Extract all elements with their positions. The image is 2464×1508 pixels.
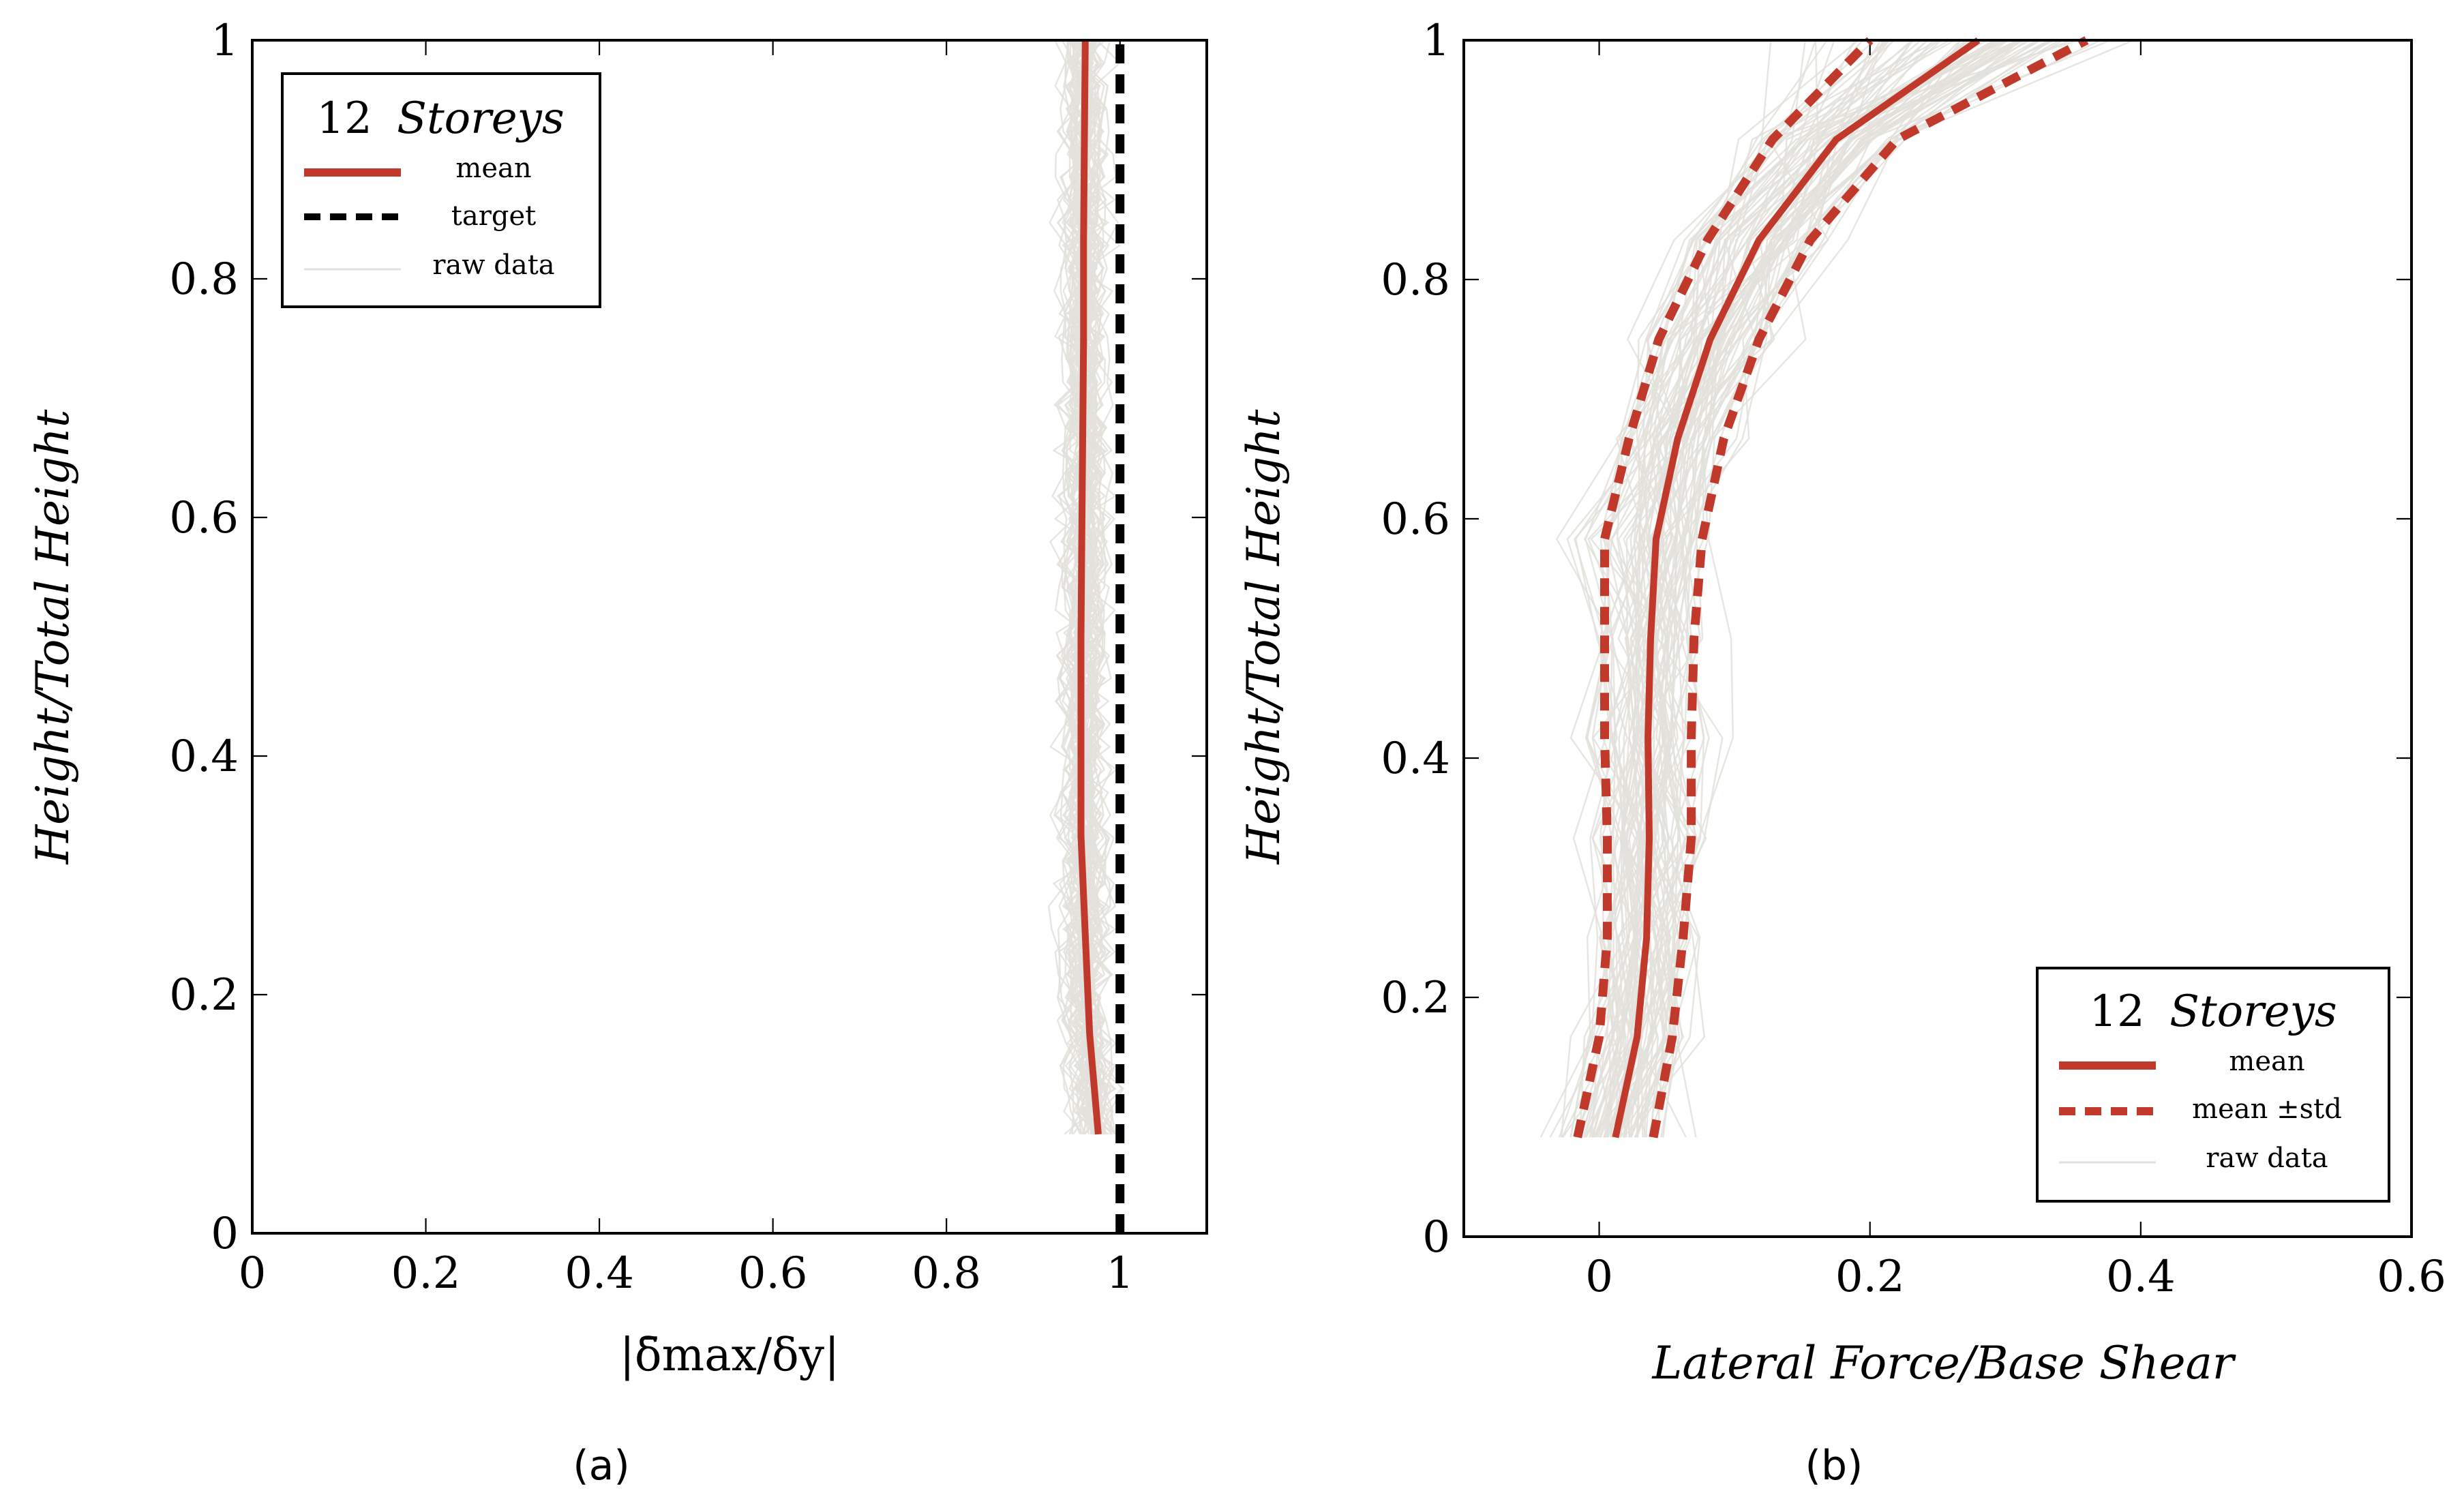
mean-minus-std-line (1573, 37, 1874, 1138)
legend-label-mean: mean (455, 153, 531, 184)
axes-frame-a (251, 39, 1208, 1235)
y-tick-label: 0.2 (169, 970, 239, 1021)
legend-b: 12 Storeys mean mean ±std raw data (2036, 967, 2390, 1203)
y-tick-label: 0 (211, 1209, 239, 1259)
x-tick-label: 0.6 (2377, 1252, 2446, 1302)
raw-data-line (1068, 40, 1105, 1135)
y-tick-label: 1 (211, 16, 239, 66)
mean-plus-std-line (1649, 36, 2089, 1138)
x-tick-labels-b: 0 0.2 0.4 0.6 (1585, 1252, 2446, 1302)
raw-data-line (1561, 40, 2019, 1138)
x-tick-label: 0.4 (565, 1248, 634, 1299)
raw-data-line (1619, 40, 1988, 1138)
raw-data-line (1614, 40, 1891, 1138)
legend-title-word: Storeys (397, 93, 565, 144)
y-tick-label: 0.6 (169, 493, 239, 543)
legend-title-word: Storeys (2169, 986, 2337, 1037)
raw-data-line (1649, 40, 2134, 1138)
axes-frame-b (1462, 39, 2413, 1238)
mean-line-a (1077, 40, 1102, 1135)
y-tick-label: 1 (1422, 16, 1450, 66)
x-tick-label: 0 (1585, 1252, 1613, 1302)
y-tick-label: 0.6 (1381, 494, 1450, 545)
x-tick-label: 0.2 (1835, 1252, 1905, 1302)
x-tick-label: 0.6 (738, 1248, 808, 1299)
y-tick-label: 0 (1422, 1212, 1450, 1263)
caption-b: (b) (1805, 1442, 1863, 1490)
raw-data-line (1614, 40, 1996, 1138)
legend-label-std: mean ±std (2192, 1094, 2342, 1125)
y-tick-labels-a: 0 0.2 0.4 0.6 0.8 1 (169, 16, 239, 1259)
raw-data-line (1075, 40, 1121, 1135)
mean-line-b (1612, 37, 1981, 1138)
raw-data-line (1585, 40, 1939, 1138)
x-tick-label: 0.2 (391, 1248, 461, 1299)
raw-data-line (1574, 40, 1893, 1138)
x-axis-label-b: Lateral Force/Base Shear (1652, 1337, 2236, 1389)
x-tick-label: 0 (239, 1248, 267, 1299)
legend-label-mean-b: mean (2229, 1046, 2304, 1077)
raw-data-line (1625, 40, 2017, 1138)
legend-title-b: 12 Storeys (2089, 986, 2337, 1037)
legend-box-a (281, 72, 601, 308)
caption-a: (a) (573, 1442, 630, 1490)
x-tick-label: 0.4 (2106, 1252, 2176, 1302)
y-tick-label: 0.4 (169, 732, 239, 782)
y-axis-label-a: Height/Total Height (27, 409, 79, 864)
legend-a: 12 Storeys mean target raw data (281, 72, 601, 308)
y-tick-label: 0.4 (1381, 734, 1450, 784)
x-tick-label: 0.8 (912, 1248, 981, 1299)
y-tick-labels-b: 0 0.2 0.4 0.6 0.8 1 (1381, 16, 1450, 1263)
x-tick-label: 1 (1106, 1248, 1134, 1299)
panel-b: 0 0.2 0.4 0.6 0 0.2 0.4 0.6 0.8 1 Latera… (1237, 16, 2446, 1490)
legend-label-target: target (451, 200, 536, 232)
x-tick-labels-a: 0 0.2 0.4 0.6 0.8 1 (239, 1248, 1134, 1299)
legend-label-raw-b: raw data (2206, 1143, 2328, 1174)
y-axis-label-b: Height/Total Height (1237, 409, 1290, 864)
panel-a: 0 0.2 0.4 0.6 0.8 1 0 0.2 0.4 0.6 0.8 1 … (27, 16, 1208, 1490)
raw-data-line (1047, 40, 1094, 1135)
y-tick-label: 0.8 (1381, 255, 1450, 305)
legend-title-a: 12 Storeys (316, 93, 564, 144)
y-tick-label: 0.8 (169, 254, 239, 305)
raw-data-line (1636, 40, 2056, 1138)
raw-data-line (1569, 40, 1819, 1138)
y-tick-label: 0.2 (1381, 973, 1450, 1023)
legend-title-number: 12 (2089, 986, 2144, 1037)
legend-title-number: 12 (316, 93, 372, 144)
raw-data-line (1599, 40, 1978, 1138)
x-axis-label-a: |δ̄max/δy| (620, 1329, 840, 1381)
legend-label-raw: raw data (432, 250, 554, 281)
